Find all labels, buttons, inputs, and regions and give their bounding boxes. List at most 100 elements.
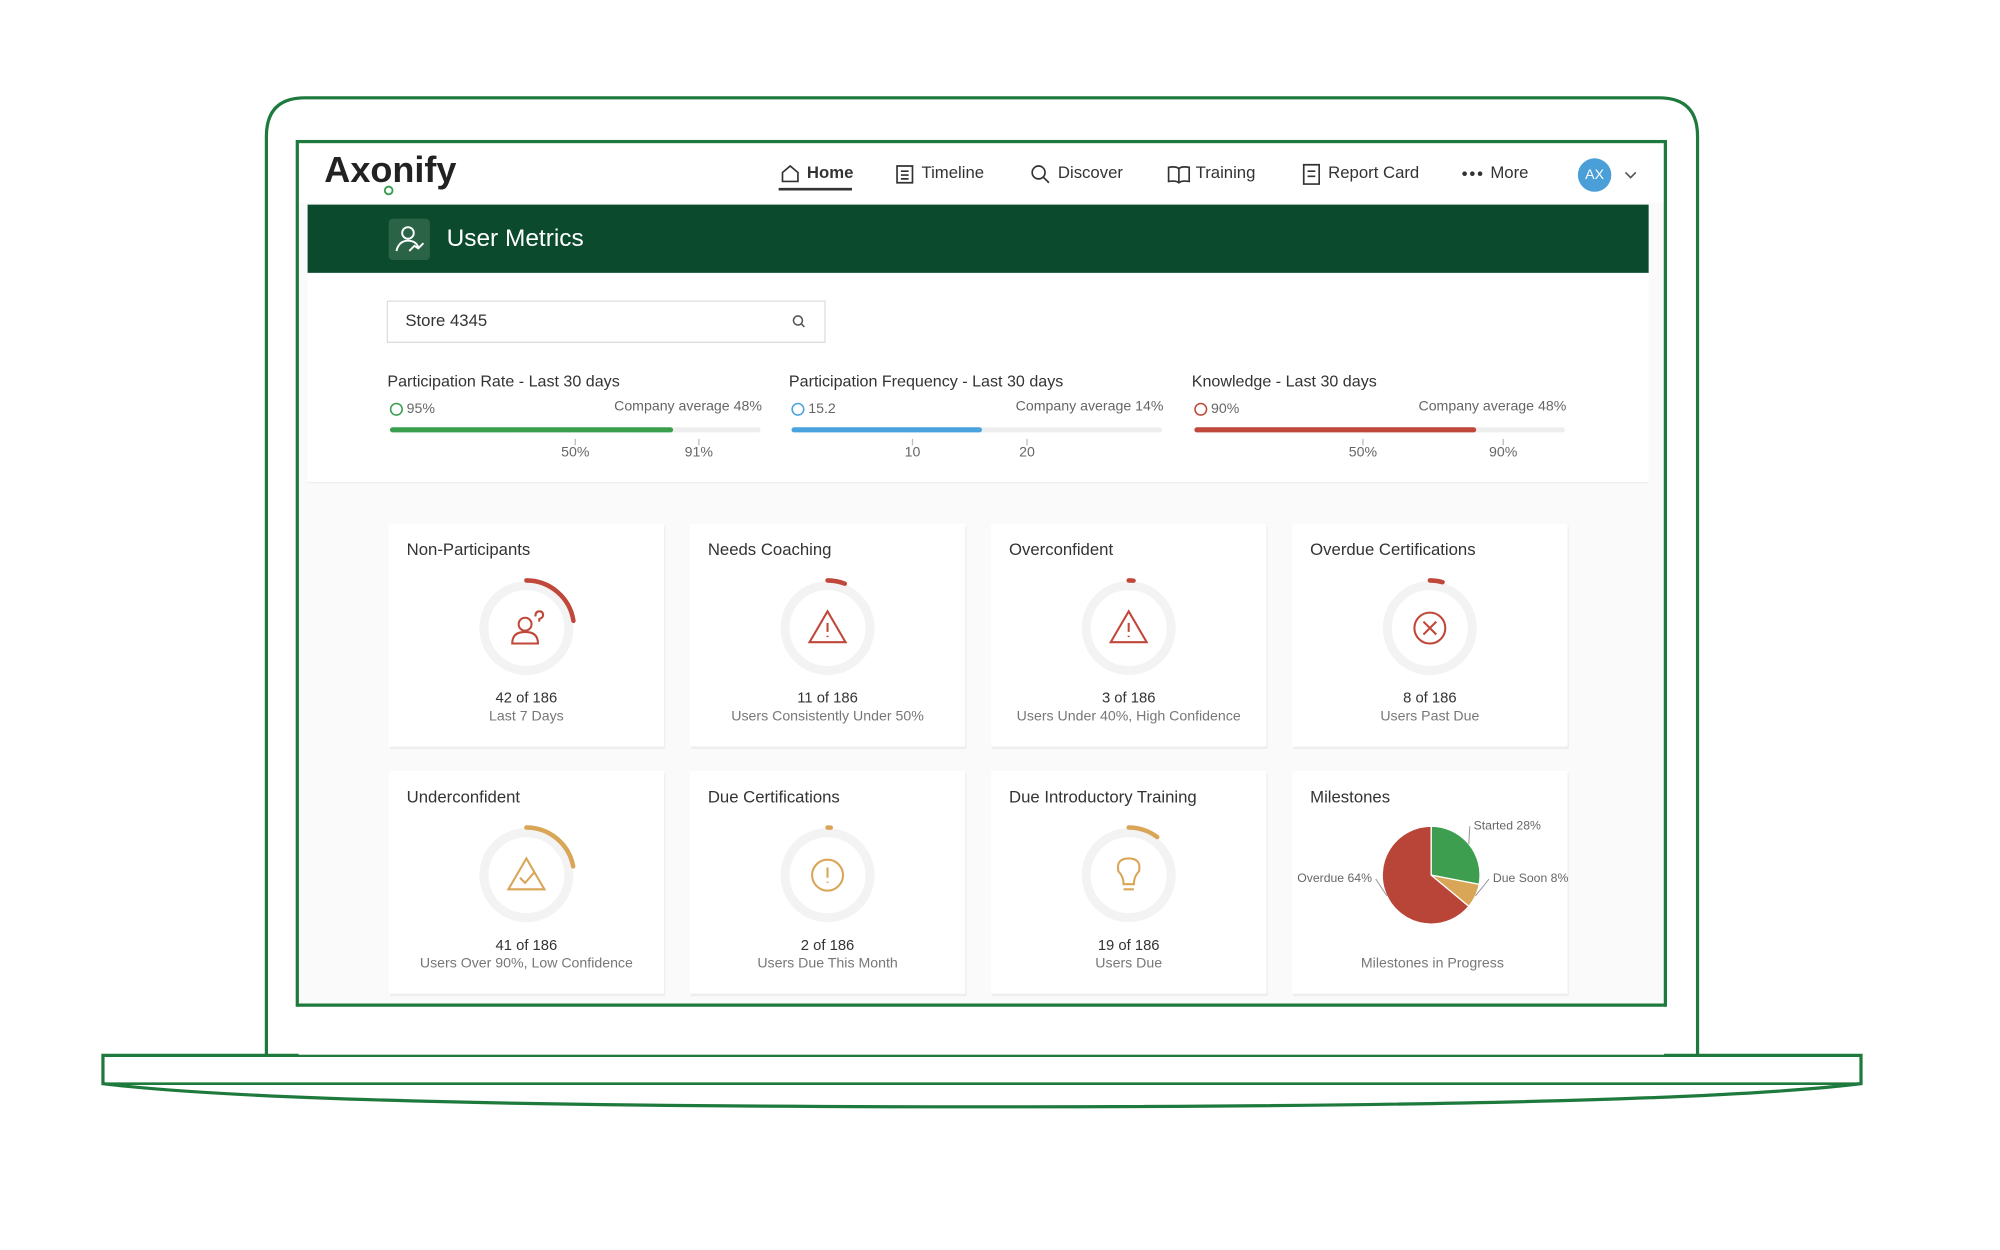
card-count: 41 of 186 [496, 938, 558, 954]
card-caption: Users Consistently Under 50% [731, 708, 924, 724]
ring [479, 581, 574, 676]
icon [401, 226, 415, 240]
pie-slice [1381, 825, 1470, 925]
progress-fill [791, 427, 982, 433]
nav-item[interactable]: Training [1196, 163, 1256, 182]
progress-arc [825, 578, 848, 586]
metric-value: 90% [1211, 400, 1240, 416]
card-title: Due Introductory Training [1009, 787, 1197, 806]
card-caption: Users Under 40%, High Confidence [1017, 708, 1241, 724]
card-caption: Milestones in Progress [1361, 955, 1504, 971]
progress-arc [524, 825, 576, 869]
tick-label: 91% [685, 444, 714, 460]
card-icon [511, 610, 545, 645]
ring [1382, 581, 1477, 676]
card-count: 19 of 186 [1098, 938, 1160, 954]
pie-label: Due Soon 8% [1493, 871, 1569, 885]
card-title: Underconfident [407, 787, 521, 806]
tick-label: 10 [905, 444, 921, 460]
card-count: 42 of 186 [496, 691, 558, 707]
nav-icon [1167, 166, 1191, 184]
leader-line [1474, 878, 1490, 897]
tick-label: 50% [1349, 444, 1378, 460]
card-icon [811, 858, 845, 892]
card-count: 3 of 186 [1102, 691, 1155, 707]
tick-label: 90% [1489, 444, 1518, 460]
search-icon [800, 323, 805, 328]
pie-label: Started 28% [1474, 818, 1541, 832]
progress-arc [524, 578, 576, 624]
company-average: Company average 48% [1418, 397, 1566, 413]
company-average: Company average 48% [614, 397, 762, 413]
card-caption: Users Over 90%, Low Confidence [420, 955, 633, 971]
card-title: Overdue Certifications [1310, 540, 1475, 559]
logo[interactable]: Axonify [324, 149, 456, 190]
icon [395, 239, 425, 252]
progress-fill [389, 427, 674, 433]
search-icon [792, 315, 804, 326]
more-dot [1477, 171, 1483, 177]
more-dot [1470, 171, 1475, 177]
nav-bar [299, 143, 1664, 203]
card-icon [506, 856, 547, 891]
card-count: 2 of 186 [801, 938, 854, 954]
tick-label: 20 [1019, 444, 1035, 460]
card-caption: Users Due [1095, 955, 1162, 971]
metric-icon [791, 402, 805, 416]
metric-icon [389, 402, 403, 416]
card[interactable] [689, 523, 966, 747]
metric-title: Participation Frequency - Last 30 days [789, 372, 1063, 390]
card[interactable] [388, 523, 665, 747]
card-caption: Users Due This Month [757, 955, 897, 971]
card-caption: Users Past Due [1380, 708, 1479, 724]
card-count: 8 of 186 [1403, 691, 1456, 707]
pie-label: Overdue 64% [1297, 871, 1372, 885]
nav-icon [781, 164, 799, 183]
card[interactable] [990, 523, 1267, 747]
nav-item[interactable]: Timeline [921, 163, 984, 182]
nav-item[interactable]: Discover [1058, 163, 1123, 182]
avatar[interactable] [1577, 158, 1612, 192]
screen-bottom-mask [298, 1005, 1665, 1055]
metric-icon [1194, 402, 1208, 416]
nav-item[interactable]: Report Card [1328, 163, 1419, 182]
card-icon [1108, 609, 1149, 644]
search-text: Store 4345 [405, 311, 487, 330]
metric-value: 95% [407, 400, 436, 416]
leader-line [1375, 878, 1388, 897]
ring [780, 581, 875, 676]
card-title: Milestones [1310, 787, 1390, 806]
card-icon [1116, 857, 1141, 891]
card-icon [807, 609, 848, 644]
card-title: Overconfident [1009, 540, 1113, 559]
nav-item[interactable]: Home [807, 163, 853, 182]
ring [1081, 828, 1176, 923]
card-icon [1413, 611, 1447, 645]
metric-title: Knowledge - Last 30 days [1192, 372, 1377, 390]
header-title: User Metrics [447, 225, 584, 252]
progress-fill [1194, 427, 1477, 433]
nav-item[interactable]: More [1490, 163, 1528, 182]
card[interactable] [1292, 523, 1568, 747]
header-band [307, 204, 1649, 273]
ring [780, 828, 875, 923]
scene: User Metrics Axonify Store 4345 AX Home T… [101, 96, 1863, 1109]
card-title: Non-Participants [407, 540, 531, 559]
tick-label: 50% [561, 444, 590, 460]
progress-arc [1427, 578, 1445, 585]
metric-title: Participation Rate - Last 30 days [387, 372, 619, 390]
card-title: Needs Coaching [708, 540, 832, 559]
nav-icon [1302, 163, 1321, 185]
search-box[interactable] [386, 300, 826, 343]
leader-line [1468, 826, 1471, 845]
nav-icon [1031, 165, 1050, 184]
metric-value: 15.2 [808, 400, 836, 416]
more-dot [1462, 171, 1467, 177]
chevron[interactable] [1624, 171, 1637, 179]
logo-dot [383, 185, 394, 196]
card-count: 11 of 186 [797, 691, 858, 707]
card[interactable] [990, 770, 1267, 994]
laptop-lid [264, 96, 1700, 1056]
pie-slice [1430, 825, 1481, 886]
